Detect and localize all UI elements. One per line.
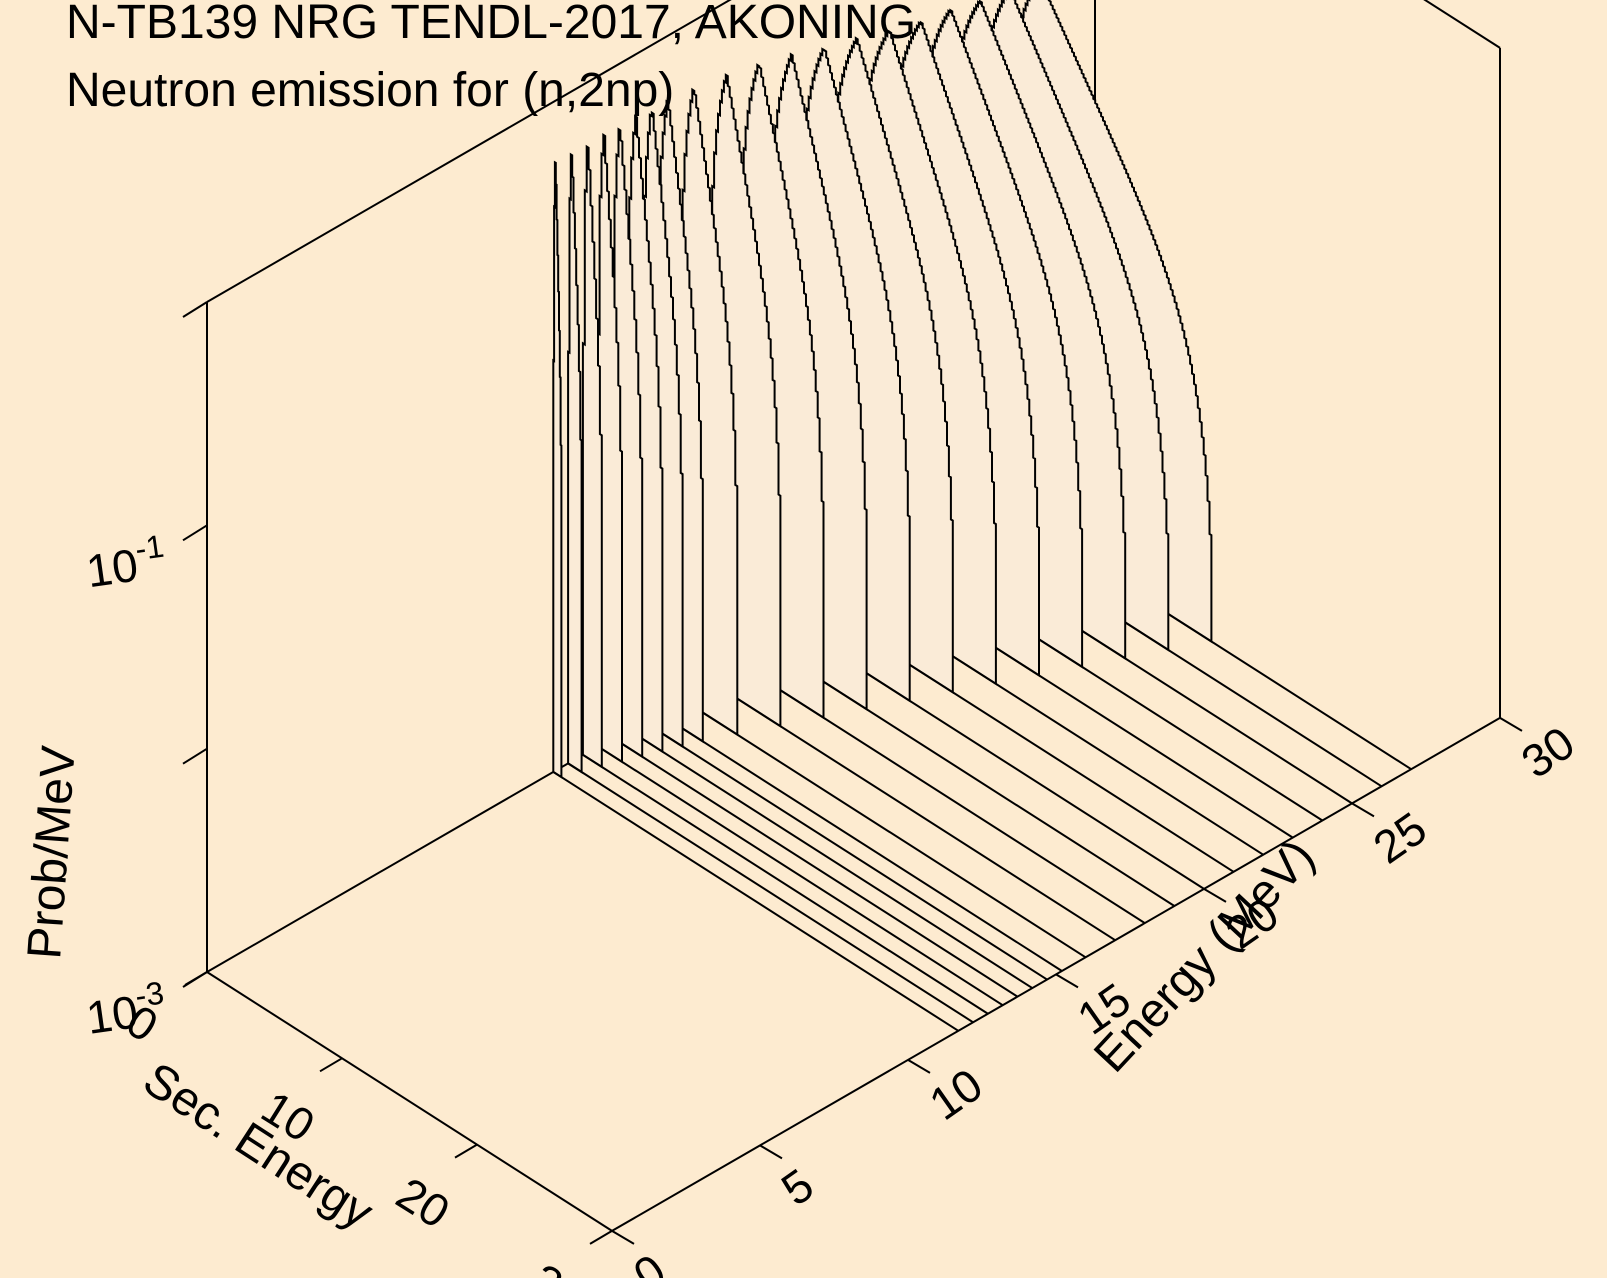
- series-group: [552, 0, 1412, 1032]
- spectrum-baseline: [626, 728, 1033, 989]
- z-tick-mark: [182, 747, 208, 765]
- spectrum-curve: [581, 144, 603, 769]
- back-wall-top-edge: [206, 0, 732, 303]
- spectrum-curve: [596, 132, 623, 764]
- chart-subtitle: Neutron emission for (n,2np): [66, 64, 674, 117]
- spectrum-baseline: [567, 762, 974, 1024]
- y-tick-mark: [1203, 888, 1227, 903]
- axis-x-line: [206, 971, 613, 1232]
- spectrum-baseline: [611, 736, 1019, 998]
- spectrum-baseline: [709, 680, 1116, 942]
- y-tick-mark: [907, 1059, 931, 1074]
- spectrum-baseline: [739, 663, 1146, 924]
- y-tick-mark: [611, 1230, 635, 1245]
- side-wall-top-edge: [1423, 0, 1501, 49]
- spectrum-baseline: [680, 697, 1087, 959]
- spectrum-curve: [567, 152, 583, 774]
- z-tick-exponent: -1: [133, 528, 166, 568]
- x-tick-mark: [454, 1143, 478, 1159]
- spectrum-curve: [552, 160, 563, 779]
- x-axis-label: Sec. Energy: [134, 1053, 382, 1240]
- spectrum-baseline: [656, 711, 1063, 972]
- spectrum-baseline: [597, 745, 1004, 1007]
- z-tick-label: 10-1: [82, 528, 169, 598]
- x-tick-mark: [589, 1230, 613, 1245]
- y-tick-label: 30: [1512, 716, 1584, 788]
- y-tick-mark: [1351, 802, 1375, 818]
- y-tick-mark: [759, 1144, 783, 1160]
- chart-title: N-TB139 NRG TENDL-2017, AKONING: [66, 0, 916, 49]
- spectrum-baseline: [768, 646, 1175, 907]
- y-tick-label: 25: [1364, 802, 1436, 874]
- z-tick-exponent: -3: [133, 974, 166, 1014]
- z-tick-mark: [182, 301, 208, 318]
- y-axis-label: Energy (MeV): [1084, 830, 1325, 1083]
- y-tick-mark: [1499, 717, 1523, 732]
- y-tick-label: 10: [920, 1058, 992, 1130]
- z-tick-mark: [182, 524, 208, 542]
- x-tick-mark: [319, 1057, 343, 1073]
- x-tick-label: 20: [388, 1167, 459, 1238]
- spectrum-baseline: [641, 719, 1048, 981]
- y-tick-label: 0: [624, 1244, 675, 1278]
- x-tick-label: 30: [523, 1253, 594, 1278]
- x-tick-mark: [184, 971, 208, 986]
- y-tick-label: 5: [772, 1158, 823, 1215]
- z-axis-label: Prob/MeV: [18, 744, 86, 961]
- spectrum-baseline: [582, 753, 989, 1015]
- y-tick-mark: [1055, 973, 1079, 989]
- spectrum-baseline: [552, 771, 959, 1032]
